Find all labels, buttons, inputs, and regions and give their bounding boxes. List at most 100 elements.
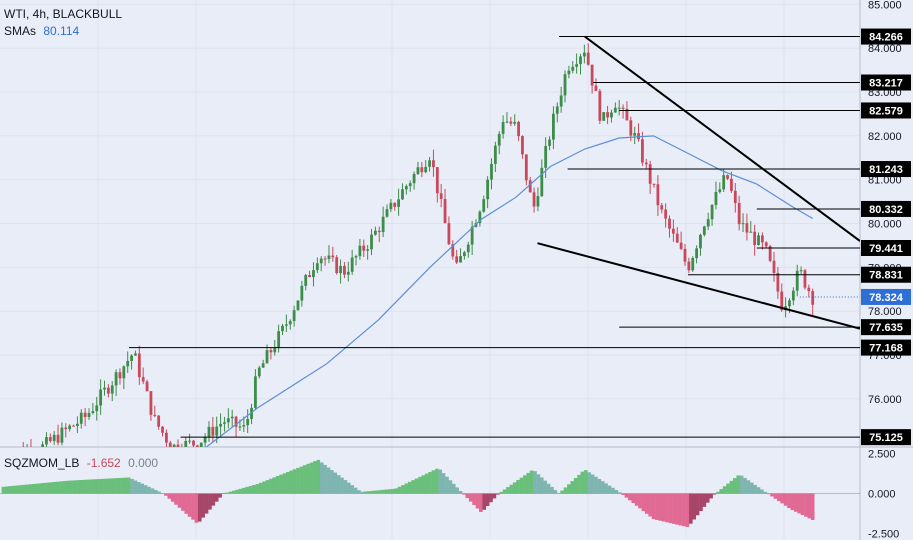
candle: [122, 365, 126, 390]
osc-bar: [336, 475, 341, 494]
osc-bar: [614, 490, 619, 494]
osc-bar: [563, 487, 568, 494]
candle-body: [648, 164, 652, 184]
candle-body: [772, 260, 776, 273]
osc-bar: [248, 485, 253, 494]
osc-bar: [584, 470, 588, 494]
candle-body: [428, 160, 431, 167]
price-grid: [0, 0, 860, 540]
osc-bar: [106, 478, 111, 494]
candle: [644, 158, 648, 169]
candle: [459, 248, 462, 263]
osc-bar: [218, 493, 222, 498]
level-tag-bg: [861, 339, 911, 356]
candle-body: [548, 139, 551, 147]
osc-bar: [147, 486, 151, 494]
candle: [683, 244, 687, 266]
candle: [181, 443, 183, 447]
candle: [555, 102, 559, 123]
candle-body: [161, 426, 164, 433]
candle-body: [134, 353, 137, 356]
osc-bar: [103, 478, 107, 494]
osc-bar: [286, 471, 290, 494]
candle-body: [172, 444, 176, 447]
candle: [586, 43, 590, 66]
candle: [641, 131, 644, 166]
candle-body: [261, 363, 265, 368]
osc-bar: [380, 489, 385, 494]
osc-bar: [343, 480, 348, 494]
osc-bar: [28, 484, 33, 494]
candle: [76, 416, 79, 434]
candle: [308, 270, 311, 278]
candle-body: [687, 261, 691, 271]
osc-bar: [546, 483, 551, 494]
osc-label: SQZMOM_LB: [4, 456, 80, 470]
candle-body: [505, 121, 509, 123]
candle-body: [230, 416, 234, 419]
candle-body: [168, 442, 172, 447]
candle-body: [435, 167, 439, 194]
candle: [749, 221, 753, 233]
osc-bar: [394, 488, 398, 494]
candle: [621, 104, 625, 119]
candle-body: [466, 244, 470, 253]
candle: [153, 405, 157, 418]
level-tag-bg: [861, 74, 911, 91]
candle: [435, 167, 439, 203]
candle-body: [308, 275, 311, 278]
candle-body: [660, 205, 664, 210]
osc-bar: [211, 493, 216, 506]
candle: [470, 221, 474, 255]
candle: [741, 213, 745, 233]
candle-body: [482, 199, 486, 212]
candle-body: [358, 245, 362, 257]
candle: [126, 351, 130, 373]
candle-body: [281, 325, 284, 332]
candle-body: [366, 249, 370, 251]
candle-body: [501, 122, 505, 134]
candle-body: [714, 191, 718, 205]
candle-body: [652, 183, 656, 185]
candle: [532, 187, 536, 213]
osc-bar: [126, 477, 131, 494]
candle: [505, 112, 509, 124]
candle-body: [48, 437, 52, 442]
osc-bar: [424, 473, 429, 494]
candle: [257, 365, 261, 379]
candle: [579, 53, 582, 75]
candle: [106, 384, 110, 398]
osc-bar: [228, 491, 233, 494]
osc-bar: [275, 476, 280, 494]
candle: [118, 368, 122, 385]
candle-body: [176, 444, 180, 447]
candle-body: [799, 270, 803, 272]
candle-body: [130, 355, 133, 361]
osc-bar: [587, 472, 592, 494]
osc-legend: SQZMOM_LB -1.652 0.000: [4, 456, 162, 470]
candle: [486, 176, 490, 209]
candle-body: [246, 418, 250, 426]
candle: [339, 259, 342, 284]
candle: [691, 256, 695, 272]
candle-body: [567, 70, 571, 75]
candle-body: [757, 235, 760, 246]
candle-body: [377, 230, 381, 233]
osc-bar: [475, 493, 480, 509]
candle: [79, 409, 83, 429]
candle-body: [52, 434, 56, 442]
candle-body: [764, 242, 768, 247]
symbol-legend: WTI, 4h, BLACKBULL: [4, 7, 126, 21]
candle-body: [555, 106, 559, 114]
osc-bar: [749, 482, 754, 494]
osc-bar: [265, 480, 270, 494]
candle: [509, 116, 513, 127]
candle-body: [517, 121, 520, 137]
osc-bar: [116, 478, 121, 494]
candle: [699, 233, 702, 256]
candle: [254, 369, 257, 410]
candle: [408, 180, 412, 192]
osc-bar: [8, 486, 12, 494]
sma-value: 80.114: [43, 24, 80, 38]
